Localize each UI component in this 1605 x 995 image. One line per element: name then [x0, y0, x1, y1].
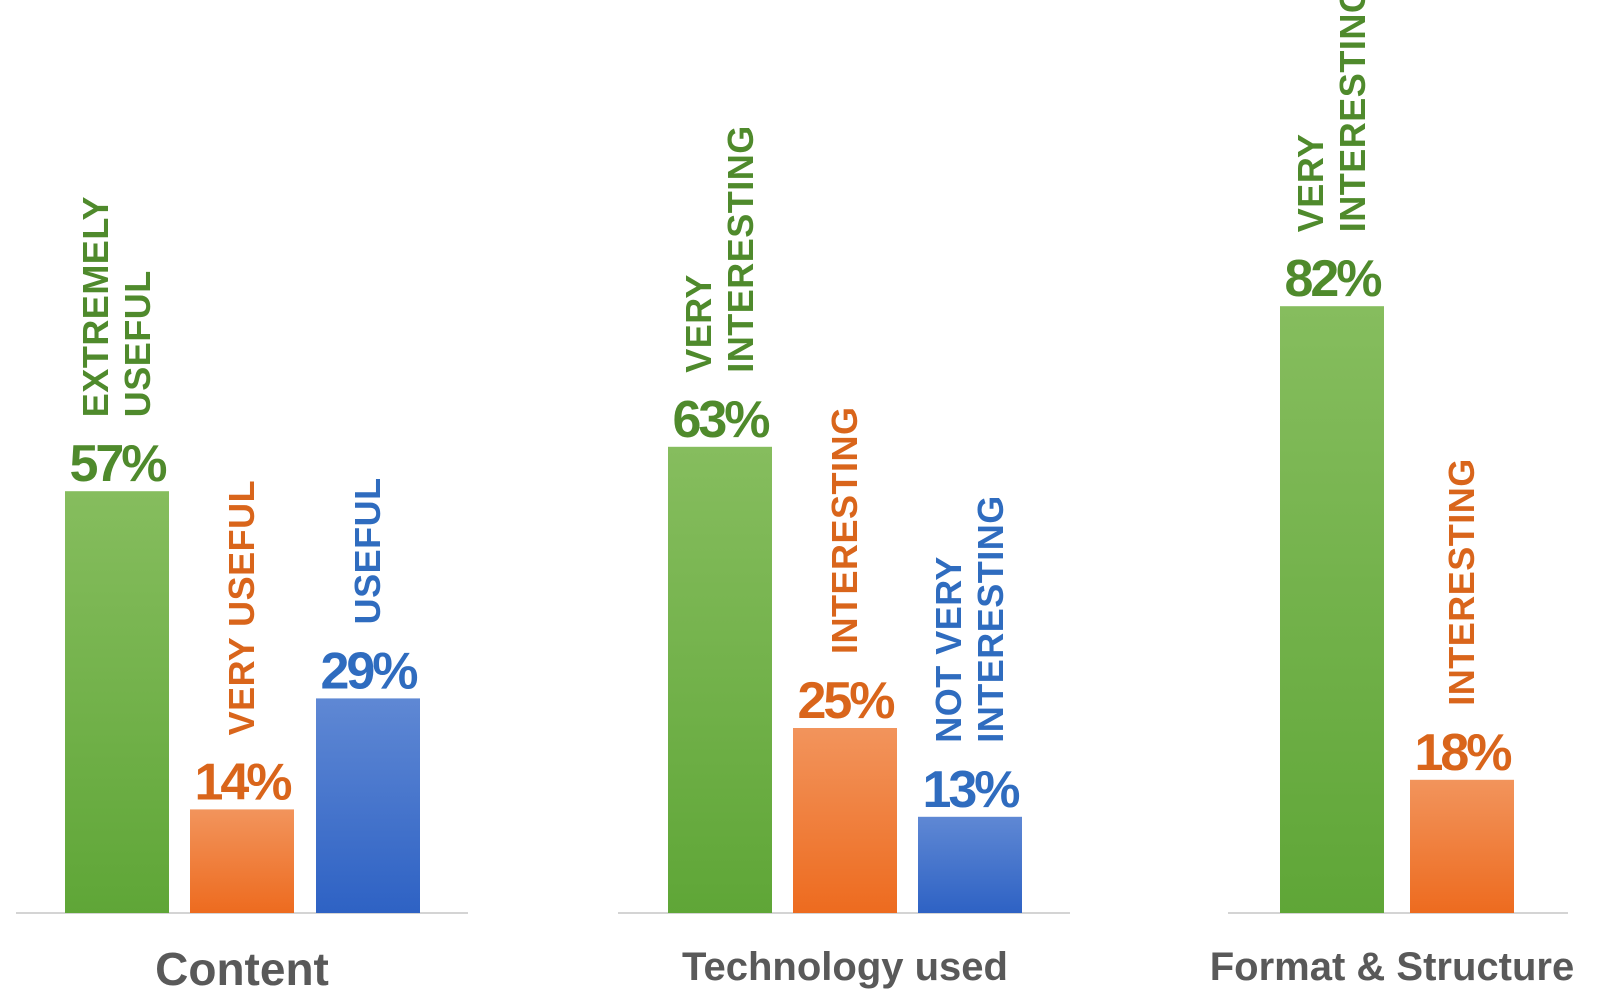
- category-label: VERY: [1290, 133, 1331, 232]
- category-label: INTERESTING: [720, 125, 761, 373]
- bar-not-very-interesting: [918, 816, 1022, 913]
- category-label: USEFUL: [347, 477, 388, 624]
- bar-useful: [316, 698, 420, 913]
- category-label: VERY USEFUL: [221, 480, 262, 736]
- bar-very-useful: [190, 809, 294, 913]
- value-label: 13%: [922, 761, 1019, 819]
- value-label: 29%: [320, 642, 417, 700]
- category-label: INTERESTING: [824, 406, 865, 654]
- value-label: 18%: [1414, 724, 1511, 782]
- category-label: INTERESTING: [970, 495, 1011, 743]
- category-label: NOT VERY: [928, 556, 969, 743]
- panel-format-title: Format & Structure: [1210, 945, 1575, 989]
- value-label: 57%: [69, 435, 166, 493]
- value-label: 63%: [672, 391, 769, 449]
- panel-technology-title: Technology used: [682, 945, 1008, 989]
- panel-content-title: Content: [155, 943, 329, 990]
- bar-very-interesting: [1280, 306, 1384, 913]
- value-label: 14%: [194, 753, 291, 811]
- bar-extremely-useful: [65, 491, 169, 913]
- value-label: 82%: [1284, 250, 1381, 308]
- category-label: INTERESTING: [1332, 0, 1373, 232]
- bar-interesting: [793, 728, 897, 913]
- category-label: VERY: [678, 274, 719, 373]
- category-label: USEFUL: [117, 270, 158, 417]
- bar-interesting: [1410, 779, 1514, 913]
- category-label: INTERESTING: [1441, 458, 1482, 706]
- value-label: 25%: [797, 672, 894, 730]
- category-label: EXTREMELY: [75, 196, 116, 417]
- bar-very-interesting: [668, 446, 772, 913]
